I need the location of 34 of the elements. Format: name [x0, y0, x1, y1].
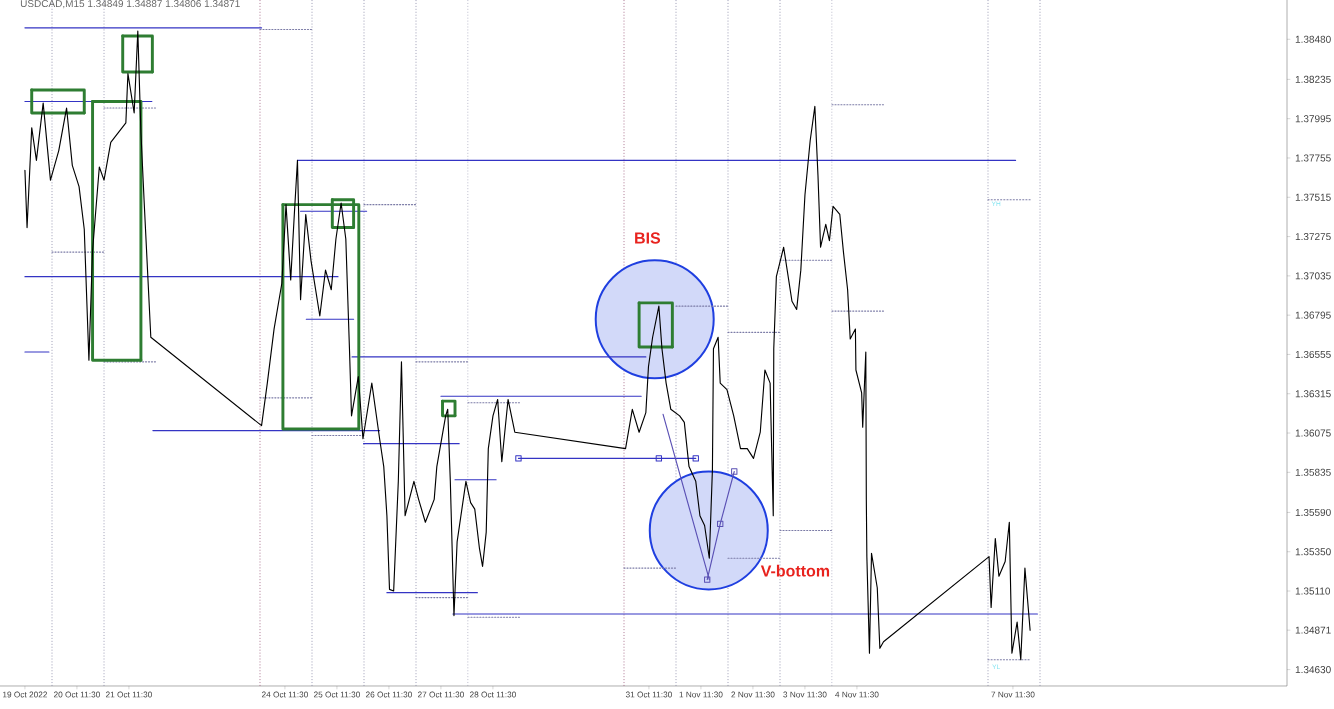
y-tick-label: 1.37515: [1295, 193, 1331, 201]
y-tick-label: 1.34871: [1295, 626, 1331, 634]
y-tick-label: 1.37035: [1295, 272, 1331, 280]
x-tick-label: 7 Nov 11:30: [991, 691, 1035, 698]
x-tick-label: 21 Oct 11:30: [105, 691, 152, 698]
y-tick-label: 1.35590: [1295, 508, 1331, 516]
x-tick-label: 28 Oct 11:30: [469, 691, 516, 698]
x-tick-label: 4 Nov 11:30: [835, 691, 879, 698]
y-tick-label: 1.37275: [1295, 233, 1331, 241]
x-tick-label: 25 Oct 11:30: [313, 691, 360, 698]
x-tick-label: 3 Nov 11:30: [783, 691, 827, 698]
x-tick-label: 1 Nov 11:30: [679, 691, 723, 698]
y-tick-label: 1.38480: [1295, 35, 1331, 43]
x-tick-label: 27 Oct 11:30: [417, 691, 464, 698]
y-tick-label: 1.36315: [1295, 390, 1331, 398]
y-tick-label: 1.35110: [1295, 587, 1331, 595]
x-tick-label: 26 Oct 11:30: [365, 691, 412, 698]
annotation: BIS: [635, 232, 661, 244]
y-tick-label: 1.35350: [1295, 548, 1331, 556]
y-tick-label: 1.36075: [1295, 429, 1331, 437]
y-tick-label: 1.36795: [1295, 311, 1331, 319]
y-tick-label: 1.35835: [1295, 468, 1331, 476]
x-tick-label: 31 Oct 11:30: [625, 691, 672, 698]
chart-title: USDCAD,M15 1.34849 1.34887 1.34806 1.34871: [20, 0, 240, 9]
x-tick-label: 19 Oct 2022: [3, 691, 48, 698]
y-tick-label: 1.37995: [1295, 115, 1331, 123]
x-tick-label: 20 Oct 11:30: [53, 691, 100, 698]
x-tick-label: 24 Oct 11:30: [261, 691, 308, 698]
y-tick-label: 1.36555: [1295, 350, 1331, 358]
y-tick-label: 1.38235: [1295, 75, 1331, 83]
y-tick-label: 1.37755: [1295, 154, 1331, 162]
x-tick-label: 2 Nov 11:30: [731, 691, 775, 698]
y-tick-label: 1.34630: [1295, 666, 1331, 674]
annotation: V-bottom: [760, 564, 830, 577]
